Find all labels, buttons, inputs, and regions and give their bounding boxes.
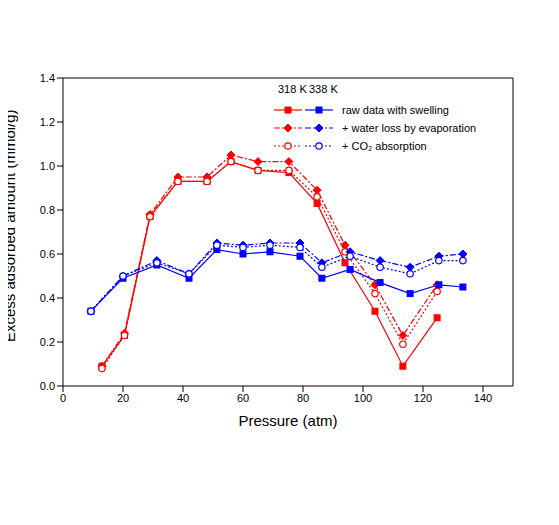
svg-text:0.4: 0.4 bbox=[40, 292, 55, 304]
svg-text:338 K: 338 K bbox=[309, 83, 338, 95]
svg-text:40: 40 bbox=[177, 392, 189, 404]
svg-text:0.2: 0.2 bbox=[40, 336, 55, 348]
svg-text:+ CO₂ absorption: + CO₂ absorption bbox=[342, 140, 427, 152]
svg-text:1.4: 1.4 bbox=[40, 72, 55, 84]
svg-text:0.0: 0.0 bbox=[40, 380, 55, 392]
svg-text:140: 140 bbox=[474, 392, 492, 404]
svg-text:120: 120 bbox=[414, 392, 432, 404]
svg-text:0.8: 0.8 bbox=[40, 204, 55, 216]
svg-text:318 K: 318 K bbox=[278, 83, 307, 95]
svg-text:+ water loss by evaporation: + water loss by evaporation bbox=[342, 122, 476, 134]
svg-text:80: 80 bbox=[297, 392, 309, 404]
svg-text:raw data with swelling: raw data with swelling bbox=[342, 104, 449, 116]
svg-text:0: 0 bbox=[60, 392, 66, 404]
svg-text:100: 100 bbox=[354, 392, 372, 404]
svg-text:1.0: 1.0 bbox=[40, 160, 55, 172]
svg-text:0.6: 0.6 bbox=[40, 248, 55, 260]
svg-text:20: 20 bbox=[117, 392, 129, 404]
svg-text:60: 60 bbox=[237, 392, 249, 404]
svg-text:Pressure (atm): Pressure (atm) bbox=[238, 412, 337, 429]
svg-text:Excess adsorbed amount (mmol/g: Excess adsorbed amount (mmol/g) bbox=[8, 109, 18, 342]
svg-text:1.2: 1.2 bbox=[40, 116, 55, 128]
